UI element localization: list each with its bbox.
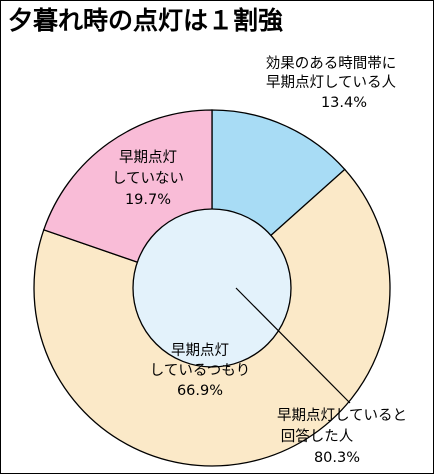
slice-label-effective-line2: 早期点灯している人 [266,74,396,91]
slice-label-not-lit-line2: していない [112,170,184,187]
inner-label-line1: 早期点灯していると [277,407,407,424]
inner-label-line2: 回答した人 [281,428,354,445]
slice-label-effective-line1: 効果のある時間帯に [266,55,397,72]
leader-line [235,287,351,404]
inner-value: 80.3% [314,450,360,466]
slice-label-not-lit-line1: 早期点灯 [119,149,177,166]
chart-title: 夕暮れ時の点灯は１割強 [8,6,284,35]
slice-label-think-lit-line1: 早期点灯 [171,342,229,359]
inner-circle [132,208,292,368]
slice-value-not-lit: 19.7% [125,192,171,208]
slice-label-think-lit-line2: しているつもり [150,362,250,379]
slice-value-think-lit: 66.9% [177,383,223,399]
slice-value-effective: 13.4% [321,95,367,111]
